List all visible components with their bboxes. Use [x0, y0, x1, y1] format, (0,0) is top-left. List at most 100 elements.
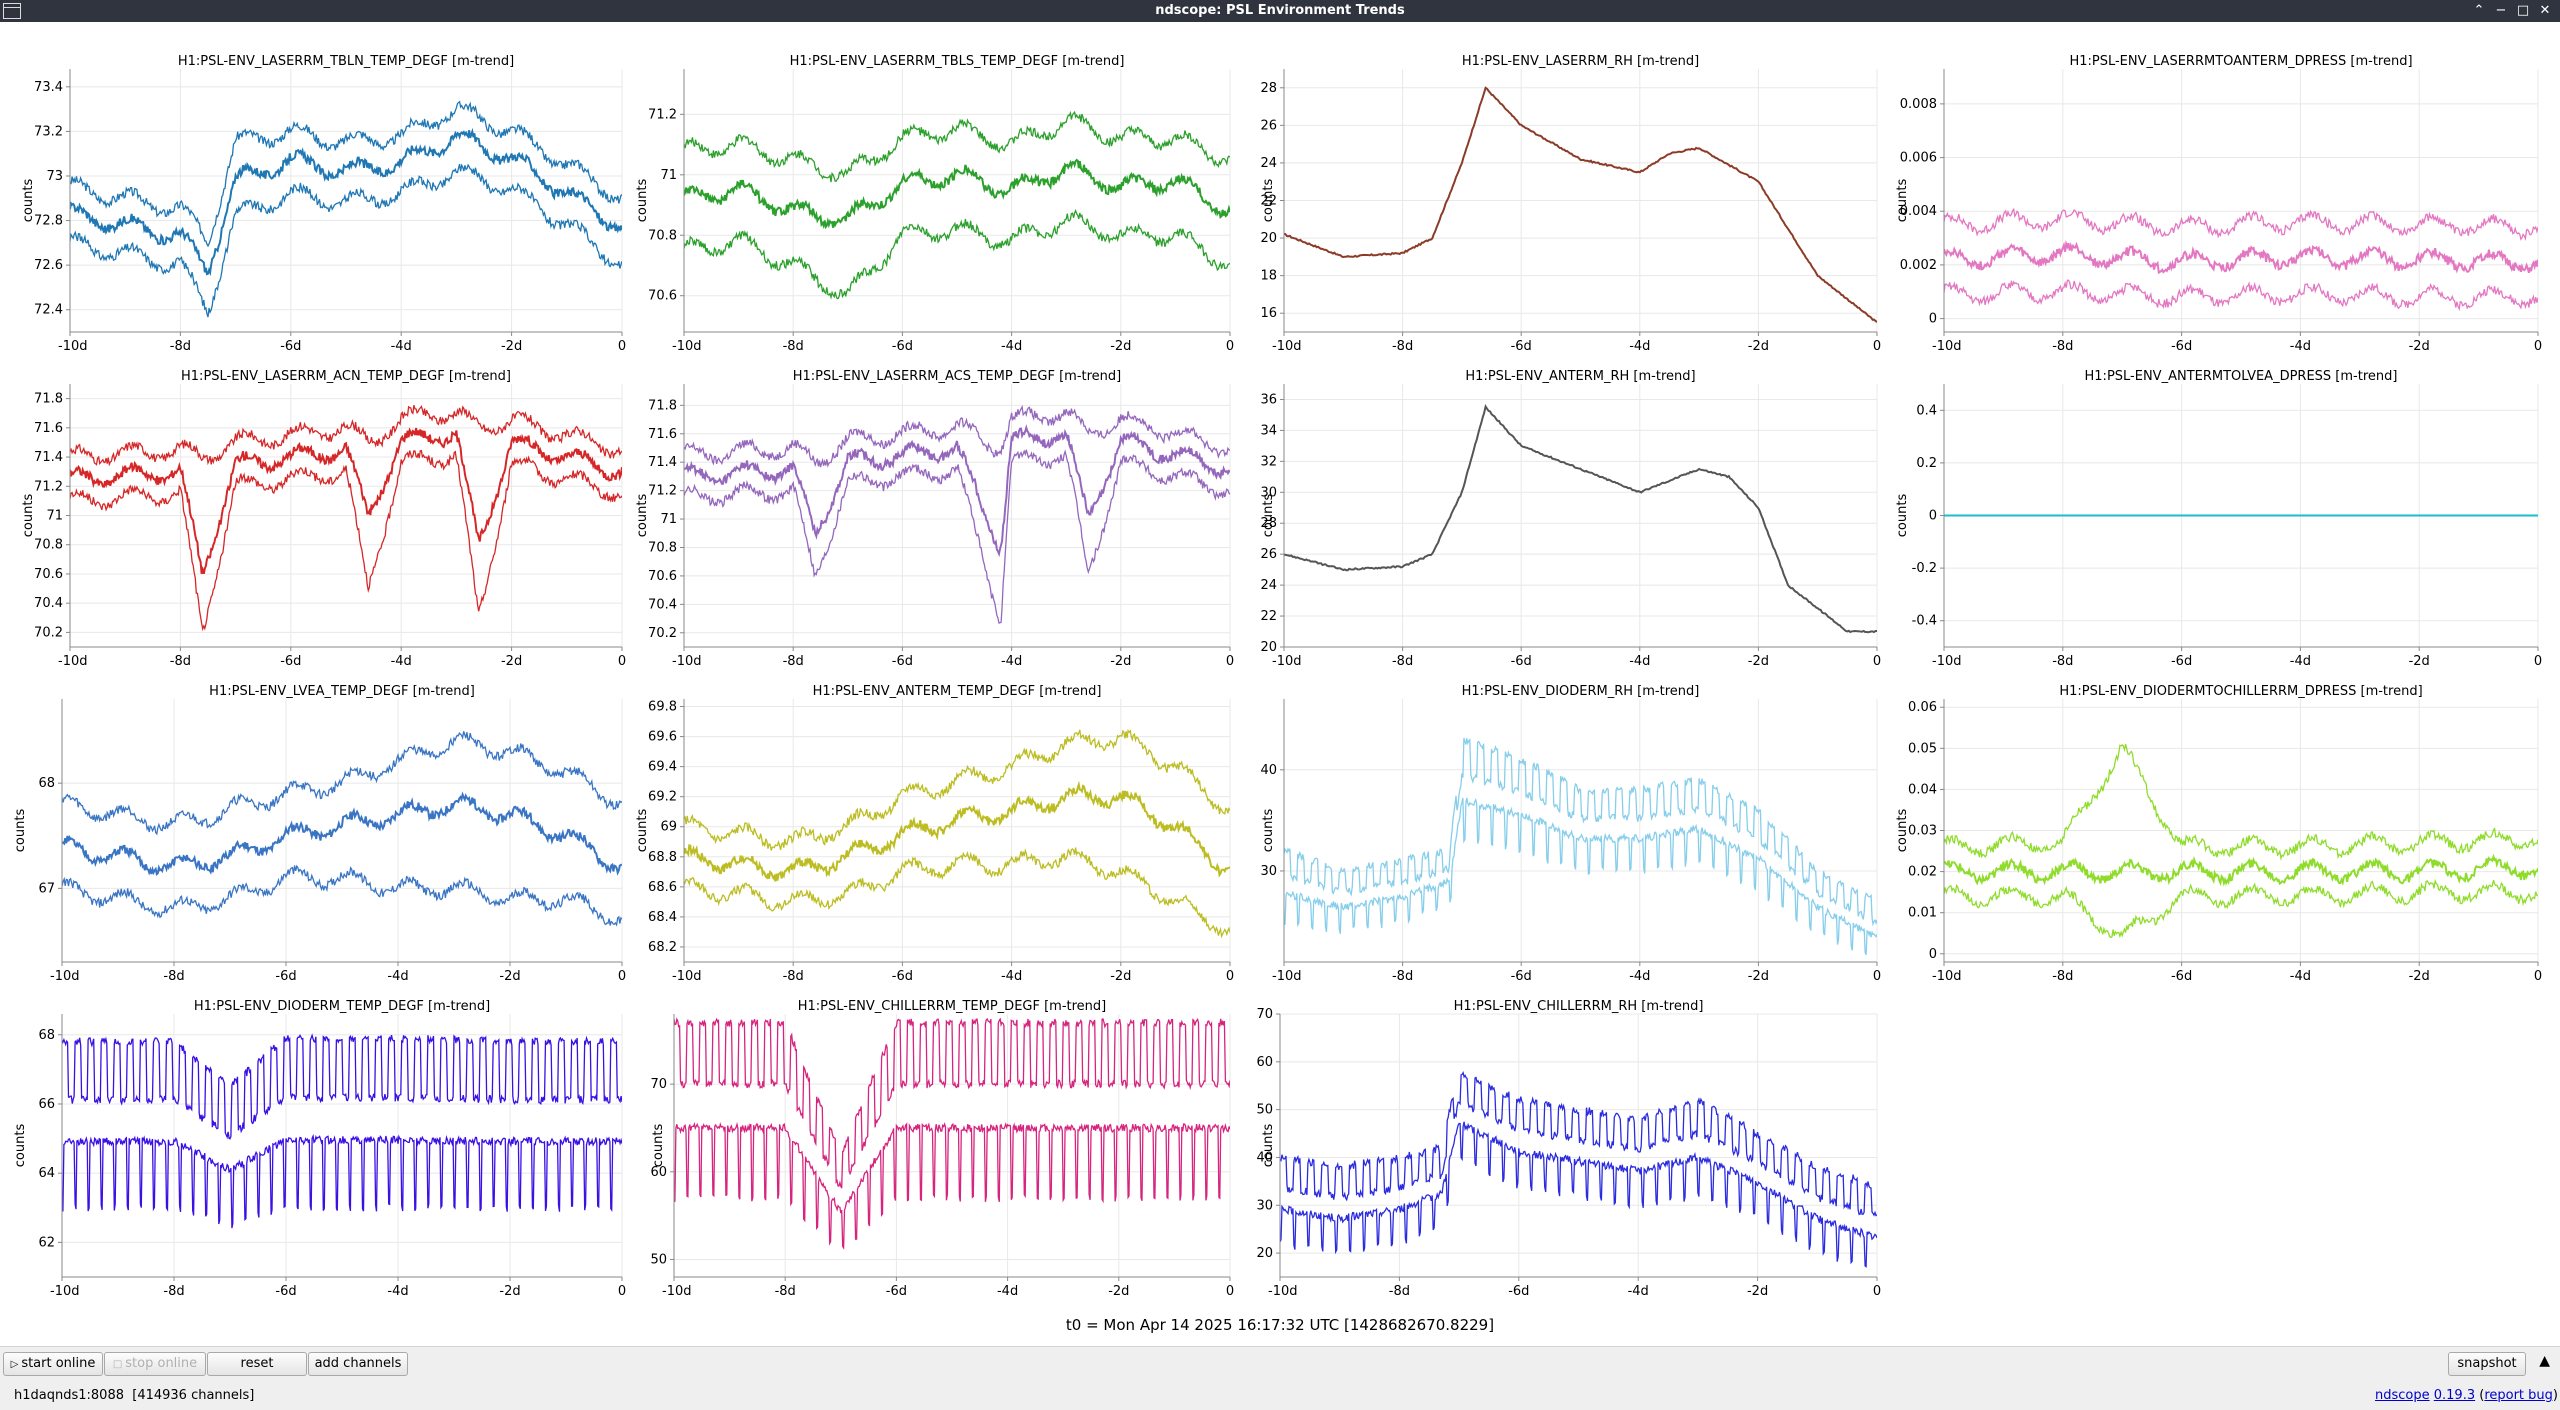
y-tick-label: 68	[38, 776, 55, 791]
plot-anterm-rh[interactable]: H1:PSL-ENV_ANTERM_RH [m-trend] 20 22 24 26 28…	[1240, 365, 1881, 680]
plot-laserrm-acn-temp-degf[interactable]: H1:PSL-ENV_LASERRM_ACN_TEMP_DEGF [m-tren…	[0, 365, 630, 680]
y-tick-label: 0.02	[1908, 865, 1937, 880]
plot-canvas[interactable]: 67 68 -10d -8d -6d -4d -2d 0 counts	[0, 680, 630, 995]
x-tick-label: 0	[1873, 654, 1881, 669]
x-tick-label: 0	[1226, 969, 1234, 984]
plot-laserrm-rh[interactable]: H1:PSL-ENV_LASERRM_RH [m-trend] 16 18 20 22 2…	[1240, 50, 1881, 365]
plot-anterm-temp-degf[interactable]: H1:PSL-ENV_ANTERM_TEMP_DEGF [m-trend] 68.…	[630, 680, 1240, 995]
plot-canvas[interactable]: 72.4 72.6 72.8 73 73.2 73.4 -10d -8d -6d -4d -2d 0 c…	[0, 50, 630, 365]
y-tick-label: 68.8	[648, 850, 677, 865]
series-max	[62, 1033, 622, 1140]
plot-canvas[interactable]: 70.2 70.4 70.6 70.8 71 71.2 71.4 71.6 71.8 -10d -8…	[630, 365, 1240, 680]
window-maximize-icon[interactable]: □	[2516, 3, 2530, 18]
y-axis-label: counts	[21, 494, 36, 538]
plot-canvas[interactable]: 70.6 70.8 71 71.2 -10d -8d -6d -4d -2d 0 counts	[630, 50, 1240, 365]
y-tick-label: 70.4	[648, 597, 677, 612]
x-tick-label: -2d	[1748, 969, 1769, 984]
plot-title: H1:PSL-ENV_LASERRM_TBLS_TEMP_DEGF [m-tre…	[789, 54, 1125, 69]
y-tick-label: 70	[650, 1077, 667, 1092]
plot-lvea-temp-degf[interactable]: H1:PSL-ENV_LVEA_TEMP_DEGF [m-trend] 67 68 -…	[0, 680, 630, 995]
x-tick-label: -8d	[163, 969, 184, 984]
window-title: ndscope: PSL Environment Trends	[1155, 3, 1405, 18]
x-tick-label: -10d	[58, 339, 88, 354]
y-tick-label: 32	[1260, 454, 1277, 469]
x-tick-label: 0	[1873, 339, 1881, 354]
window-menu-icon[interactable]	[3, 3, 21, 19]
y-tick-label: 73	[46, 169, 63, 184]
version-link[interactable]: 0.19.3	[2433, 1388, 2476, 1403]
series-min	[1944, 279, 2538, 312]
plot-canvas[interactable]: 62 64 66 68 -10d -8d -6d -4d -2d 0 counts	[0, 995, 630, 1310]
y-tick-label: 18	[1260, 269, 1277, 284]
x-tick-label: -10d	[58, 654, 88, 669]
window-close-icon[interactable]: ✕	[2539, 3, 2551, 18]
plot-chillerrm-rh[interactable]: H1:PSL-ENV_CHILLERRM_RH [m-trend] 20 30 40 5…	[1240, 995, 1881, 1310]
plot-canvas[interactable]: 68.2 68.4 68.6 68.8 69 69.2 69.4 69.6 69.8 -10d -8…	[630, 680, 1240, 995]
ndscope-link[interactable]: ndscope	[2374, 1388, 2430, 1403]
plot-title: H1:PSL-ENV_DIODERM_RH [m-trend]	[1461, 684, 1700, 699]
y-tick-label: 0.03	[1908, 824, 1937, 839]
plot-canvas[interactable]: 16 18 20 22 24 26 28 -10d -8d -6d -4d -2d 0 counts	[1240, 50, 1881, 365]
snapshot-button[interactable]: snapshot	[2448, 1352, 2526, 1376]
x-tick-label: -2d	[2409, 969, 2430, 984]
start-online-label: start online	[21, 1356, 96, 1371]
y-tick-label: 71	[660, 512, 677, 527]
report-bug-link[interactable]: report bug	[2484, 1388, 2553, 1403]
x-tick-label: -2d	[501, 339, 522, 354]
y-tick-label: 72.4	[34, 303, 63, 318]
x-tick-label: -10d	[672, 654, 702, 669]
series-max	[684, 110, 1230, 183]
y-tick-label: 71	[46, 509, 63, 524]
plot-laserrm-tbln-temp-degf[interactable]: H1:PSL-ENV_LASERRM_TBLN_TEMP_DEGF [m-tre…	[0, 50, 630, 365]
plot-dioderm-temp-degf[interactable]: H1:PSL-ENV_DIODERM_TEMP_DEGF [m-trend] 62…	[0, 995, 630, 1310]
plot-title: H1:PSL-ENV_DIODERM_TEMP_DEGF [m-trend]	[193, 999, 491, 1014]
plot-canvas[interactable]: 20 22 24 26 28 30 32 34 36 -10d -8d -6d -4d -2d 0 count…	[1240, 365, 1881, 680]
add-channels-button[interactable]: add channels	[308, 1352, 408, 1376]
plot-canvas[interactable]: 0 0.01 0.02 0.03 0.04 0.05 0.06 -10d -8d -6d -4d -2…	[1880, 680, 2560, 995]
x-tick-label: -8d	[783, 654, 804, 669]
plot-title: H1:PSL-ENV_DIODERMTOCHILLERRM_DPRESS [m-…	[2059, 684, 2423, 699]
plot-grid: H1:PSL-ENV_LASERRM_TBLN_TEMP_DEGF [m-tre…	[0, 22, 2560, 1312]
plot-laserrmtoanterm-dpress[interactable]: H1:PSL-ENV_LASERRMTOANTERM_DPRESS [m-tre…	[1880, 50, 2560, 365]
window-shade-icon[interactable]: ⌃	[2473, 3, 2485, 18]
x-tick-label: -10d	[1932, 339, 1962, 354]
y-tick-label: 0	[1929, 312, 1937, 327]
plot-canvas[interactable]: 50 60 70 -10d -8d -6d -4d -2d 0 counts	[630, 995, 1240, 1310]
x-tick-label: -8d	[2052, 969, 2073, 984]
x-tick-label: -8d	[1392, 654, 1413, 669]
plot-canvas[interactable]: 0 0.002 0.004 0.006 0.008 -10d -8d -6d -4d -2d 0 co…	[1880, 50, 2560, 365]
y-tick-label: 70.2	[648, 626, 677, 641]
plot-antermtolvea-dpress[interactable]: H1:PSL-ENV_ANTERMTOLVEA_DPRESS [m-trend]…	[1880, 365, 2560, 680]
x-tick-label: -4d	[387, 1284, 408, 1299]
series-min	[1280, 1121, 1877, 1268]
start-online-button[interactable]: ▷ start online	[3, 1352, 103, 1376]
y-tick-label: 26	[1260, 118, 1277, 133]
y-tick-label: 0	[1929, 947, 1937, 962]
plot-canvas[interactable]: 70.2 70.4 70.6 70.8 71 71.2 71.4 71.6 71.8 -10d -8…	[0, 365, 630, 680]
y-axis-label: counts	[13, 1124, 28, 1168]
y-axis-label: counts	[1261, 809, 1276, 853]
series-mean	[70, 427, 622, 575]
plot-chillerrm-temp-degf[interactable]: H1:PSL-ENV_CHILLERRM_TEMP_DEGF [m-trend]…	[630, 995, 1240, 1310]
plot-canvas[interactable]: 20 30 40 50 60 70 -10d -8d -6d -4d -2d 0 counts	[1240, 995, 1881, 1310]
plot-dioderm-rh[interactable]: H1:PSL-ENV_DIODERM_RH [m-trend] 30 40 -10d -…	[1240, 680, 1881, 995]
y-tick-label: 71.4	[648, 455, 677, 470]
x-tick-label: -4d	[1629, 969, 1650, 984]
plot-laserrm-acs-temp-degf[interactable]: H1:PSL-ENV_LASERRM_ACS_TEMP_DEGF [m-tren…	[630, 365, 1240, 680]
plot-canvas[interactable]: -0.4 -0.2 0 0.2 0.4 -10d -8d -6d -4d -2d 0 counts	[1880, 365, 2560, 680]
y-tick-label: 72.6	[34, 258, 63, 273]
y-tick-label: 71.2	[34, 479, 63, 494]
y-tick-label: 71.2	[648, 107, 677, 122]
reset-button[interactable]: reset	[207, 1352, 307, 1376]
y-tick-label: 70	[1256, 1007, 1273, 1022]
plot-laserrm-tbls-temp-degf[interactable]: H1:PSL-ENV_LASERRM_TBLS_TEMP_DEGF [m-tre…	[630, 50, 1240, 365]
window-minimize-icon[interactable]: −	[2495, 3, 2507, 18]
collapse-up-icon[interactable]: ▲	[2539, 1353, 2550, 1369]
x-tick-label: -8d	[1392, 339, 1413, 354]
y-tick-label: 50	[1256, 1103, 1273, 1118]
plot-diodermtochillerrm-dpress[interactable]: H1:PSL-ENV_DIODERMTOCHILLERRM_DPRESS [m-…	[1880, 680, 2560, 995]
plot-canvas[interactable]: 30 40 -10d -8d -6d -4d -2d 0 counts	[1240, 680, 1881, 995]
series-min	[62, 864, 622, 927]
y-tick-label: 70.4	[34, 596, 63, 611]
x-tick-label: -2d	[501, 654, 522, 669]
